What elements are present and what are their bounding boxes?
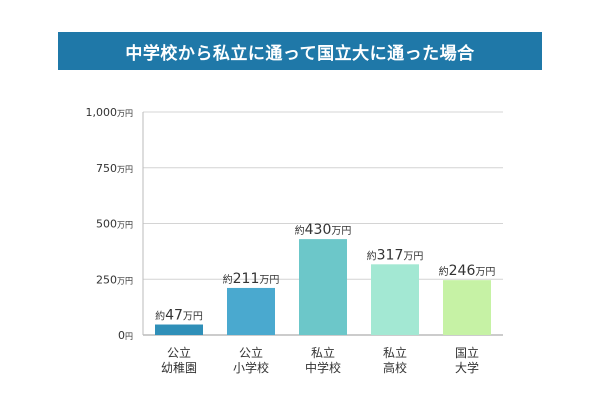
y-tick-label: 500万円: [96, 218, 133, 231]
x-tick-label: 幼稚園: [161, 361, 197, 375]
x-tick-label: 公立: [239, 345, 263, 360]
x-tick-label: 私立: [383, 345, 407, 360]
data-label: 約317万円: [367, 247, 424, 263]
data-label: 約430万円: [295, 222, 352, 238]
x-tick-label: 私立: [311, 345, 335, 360]
bar: [155, 324, 203, 335]
chart-title: 中学校から私立に通って国立大に通った場合: [58, 32, 542, 70]
y-tick-label: 0円: [118, 329, 133, 342]
x-tick-label: 国立: [455, 345, 479, 360]
y-tick-label: 1,000万円: [86, 106, 134, 119]
x-tick-label: 小学校: [233, 360, 269, 375]
x-tick-label: 公立: [167, 345, 191, 360]
data-label: 約211万円: [223, 271, 280, 287]
bar: [227, 287, 275, 335]
bar: [371, 264, 419, 335]
bar: [299, 239, 347, 335]
y-tick-label: 750万円: [96, 162, 133, 175]
x-tick-label: 大学: [455, 360, 479, 375]
bar: [443, 280, 491, 335]
x-tick-label: 中学校: [305, 360, 341, 375]
y-tick-label: 250万円: [96, 273, 133, 286]
data-label: 約246万円: [439, 263, 496, 279]
x-tick-label: 高校: [383, 360, 407, 375]
data-label: 約47万円: [155, 308, 203, 324]
